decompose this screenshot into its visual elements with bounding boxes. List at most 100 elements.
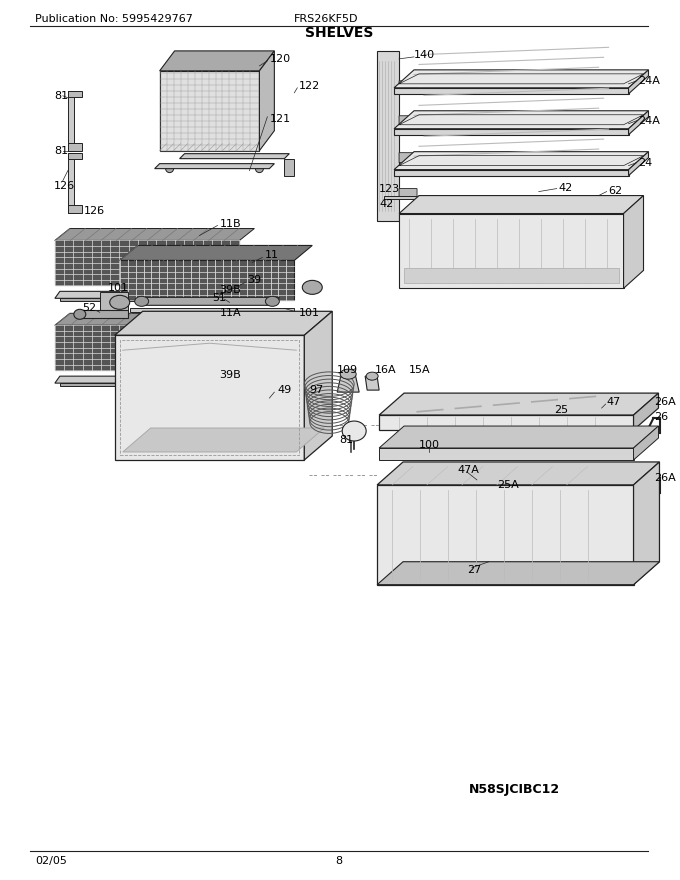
Text: Publication No: 5995429767: Publication No: 5995429767 bbox=[35, 14, 193, 24]
Text: 11A: 11A bbox=[220, 308, 241, 319]
Polygon shape bbox=[122, 428, 324, 452]
Circle shape bbox=[69, 139, 72, 143]
Text: 120: 120 bbox=[269, 54, 290, 64]
Polygon shape bbox=[120, 260, 294, 300]
Polygon shape bbox=[259, 51, 274, 150]
Polygon shape bbox=[139, 297, 279, 305]
Text: 47A: 47A bbox=[457, 465, 479, 475]
Text: 62: 62 bbox=[609, 186, 623, 195]
Polygon shape bbox=[115, 335, 304, 460]
Polygon shape bbox=[180, 154, 289, 158]
Polygon shape bbox=[634, 393, 658, 430]
Text: 52: 52 bbox=[82, 304, 96, 313]
Polygon shape bbox=[394, 151, 649, 170]
Text: 126: 126 bbox=[84, 206, 105, 216]
Polygon shape bbox=[68, 143, 82, 150]
Text: 101: 101 bbox=[107, 283, 129, 293]
Circle shape bbox=[69, 161, 72, 165]
Polygon shape bbox=[55, 229, 254, 240]
Circle shape bbox=[69, 99, 72, 102]
Text: 123: 123 bbox=[379, 184, 401, 194]
Polygon shape bbox=[394, 70, 649, 88]
Polygon shape bbox=[399, 188, 417, 199]
Polygon shape bbox=[120, 246, 312, 260]
Text: 24: 24 bbox=[639, 158, 653, 168]
Polygon shape bbox=[115, 312, 333, 335]
Text: 25: 25 bbox=[554, 405, 568, 415]
Text: 15A: 15A bbox=[409, 365, 430, 375]
Text: 100: 100 bbox=[419, 440, 440, 450]
Polygon shape bbox=[377, 51, 399, 221]
Ellipse shape bbox=[303, 281, 322, 294]
Polygon shape bbox=[154, 164, 274, 169]
Polygon shape bbox=[628, 111, 649, 135]
Polygon shape bbox=[394, 170, 628, 176]
Polygon shape bbox=[68, 91, 82, 97]
Ellipse shape bbox=[340, 370, 356, 379]
Polygon shape bbox=[100, 292, 128, 312]
Text: 42: 42 bbox=[379, 199, 393, 209]
Text: 51: 51 bbox=[213, 293, 226, 304]
Text: 109: 109 bbox=[337, 365, 358, 375]
Text: 81: 81 bbox=[339, 435, 354, 445]
Circle shape bbox=[69, 201, 72, 204]
Text: 121: 121 bbox=[269, 114, 290, 124]
Polygon shape bbox=[377, 485, 634, 584]
Polygon shape bbox=[55, 376, 180, 383]
Polygon shape bbox=[399, 152, 417, 163]
Polygon shape bbox=[377, 462, 660, 485]
Polygon shape bbox=[68, 91, 74, 150]
Text: SHELVES: SHELVES bbox=[305, 26, 373, 40]
Ellipse shape bbox=[366, 372, 378, 380]
Text: 02/05: 02/05 bbox=[35, 856, 67, 866]
Text: 25A: 25A bbox=[497, 480, 519, 490]
Text: 140: 140 bbox=[414, 50, 435, 60]
Polygon shape bbox=[399, 195, 643, 214]
Polygon shape bbox=[68, 204, 82, 213]
Polygon shape bbox=[394, 111, 649, 128]
Circle shape bbox=[256, 165, 263, 172]
Polygon shape bbox=[284, 158, 294, 176]
Text: N58SJCIBC12: N58SJCIBC12 bbox=[469, 782, 560, 796]
Text: 27: 27 bbox=[467, 565, 481, 575]
Polygon shape bbox=[55, 240, 239, 285]
Text: 97: 97 bbox=[309, 385, 324, 395]
Text: 101: 101 bbox=[299, 308, 320, 319]
Text: 126: 126 bbox=[54, 180, 75, 191]
Polygon shape bbox=[68, 152, 82, 158]
Polygon shape bbox=[160, 71, 259, 150]
Polygon shape bbox=[160, 51, 274, 71]
Polygon shape bbox=[404, 268, 619, 283]
Text: 26A: 26A bbox=[654, 397, 676, 407]
Text: 81: 81 bbox=[54, 146, 68, 156]
Polygon shape bbox=[60, 383, 175, 386]
Text: 24A: 24A bbox=[639, 116, 660, 126]
Polygon shape bbox=[377, 561, 660, 584]
Text: FRS26KF5D: FRS26KF5D bbox=[294, 14, 359, 24]
Ellipse shape bbox=[109, 296, 130, 309]
Polygon shape bbox=[80, 311, 128, 319]
Ellipse shape bbox=[135, 297, 149, 306]
Polygon shape bbox=[634, 426, 658, 460]
Polygon shape bbox=[60, 298, 175, 301]
Polygon shape bbox=[394, 128, 628, 135]
Text: 26: 26 bbox=[654, 412, 668, 422]
Ellipse shape bbox=[342, 421, 366, 441]
Polygon shape bbox=[337, 374, 359, 392]
Polygon shape bbox=[379, 415, 634, 430]
Polygon shape bbox=[55, 291, 180, 298]
Text: 26A: 26A bbox=[654, 473, 676, 483]
Ellipse shape bbox=[265, 297, 279, 306]
Polygon shape bbox=[416, 195, 439, 204]
Polygon shape bbox=[55, 326, 239, 370]
Text: 8: 8 bbox=[336, 856, 343, 866]
Polygon shape bbox=[379, 393, 658, 415]
Polygon shape bbox=[55, 313, 254, 326]
Text: 39B: 39B bbox=[220, 285, 241, 296]
Ellipse shape bbox=[74, 309, 86, 319]
Text: 49: 49 bbox=[277, 385, 292, 395]
Text: 11: 11 bbox=[265, 251, 278, 260]
Text: 42: 42 bbox=[559, 182, 573, 193]
Polygon shape bbox=[399, 81, 417, 91]
Polygon shape bbox=[365, 376, 379, 390]
